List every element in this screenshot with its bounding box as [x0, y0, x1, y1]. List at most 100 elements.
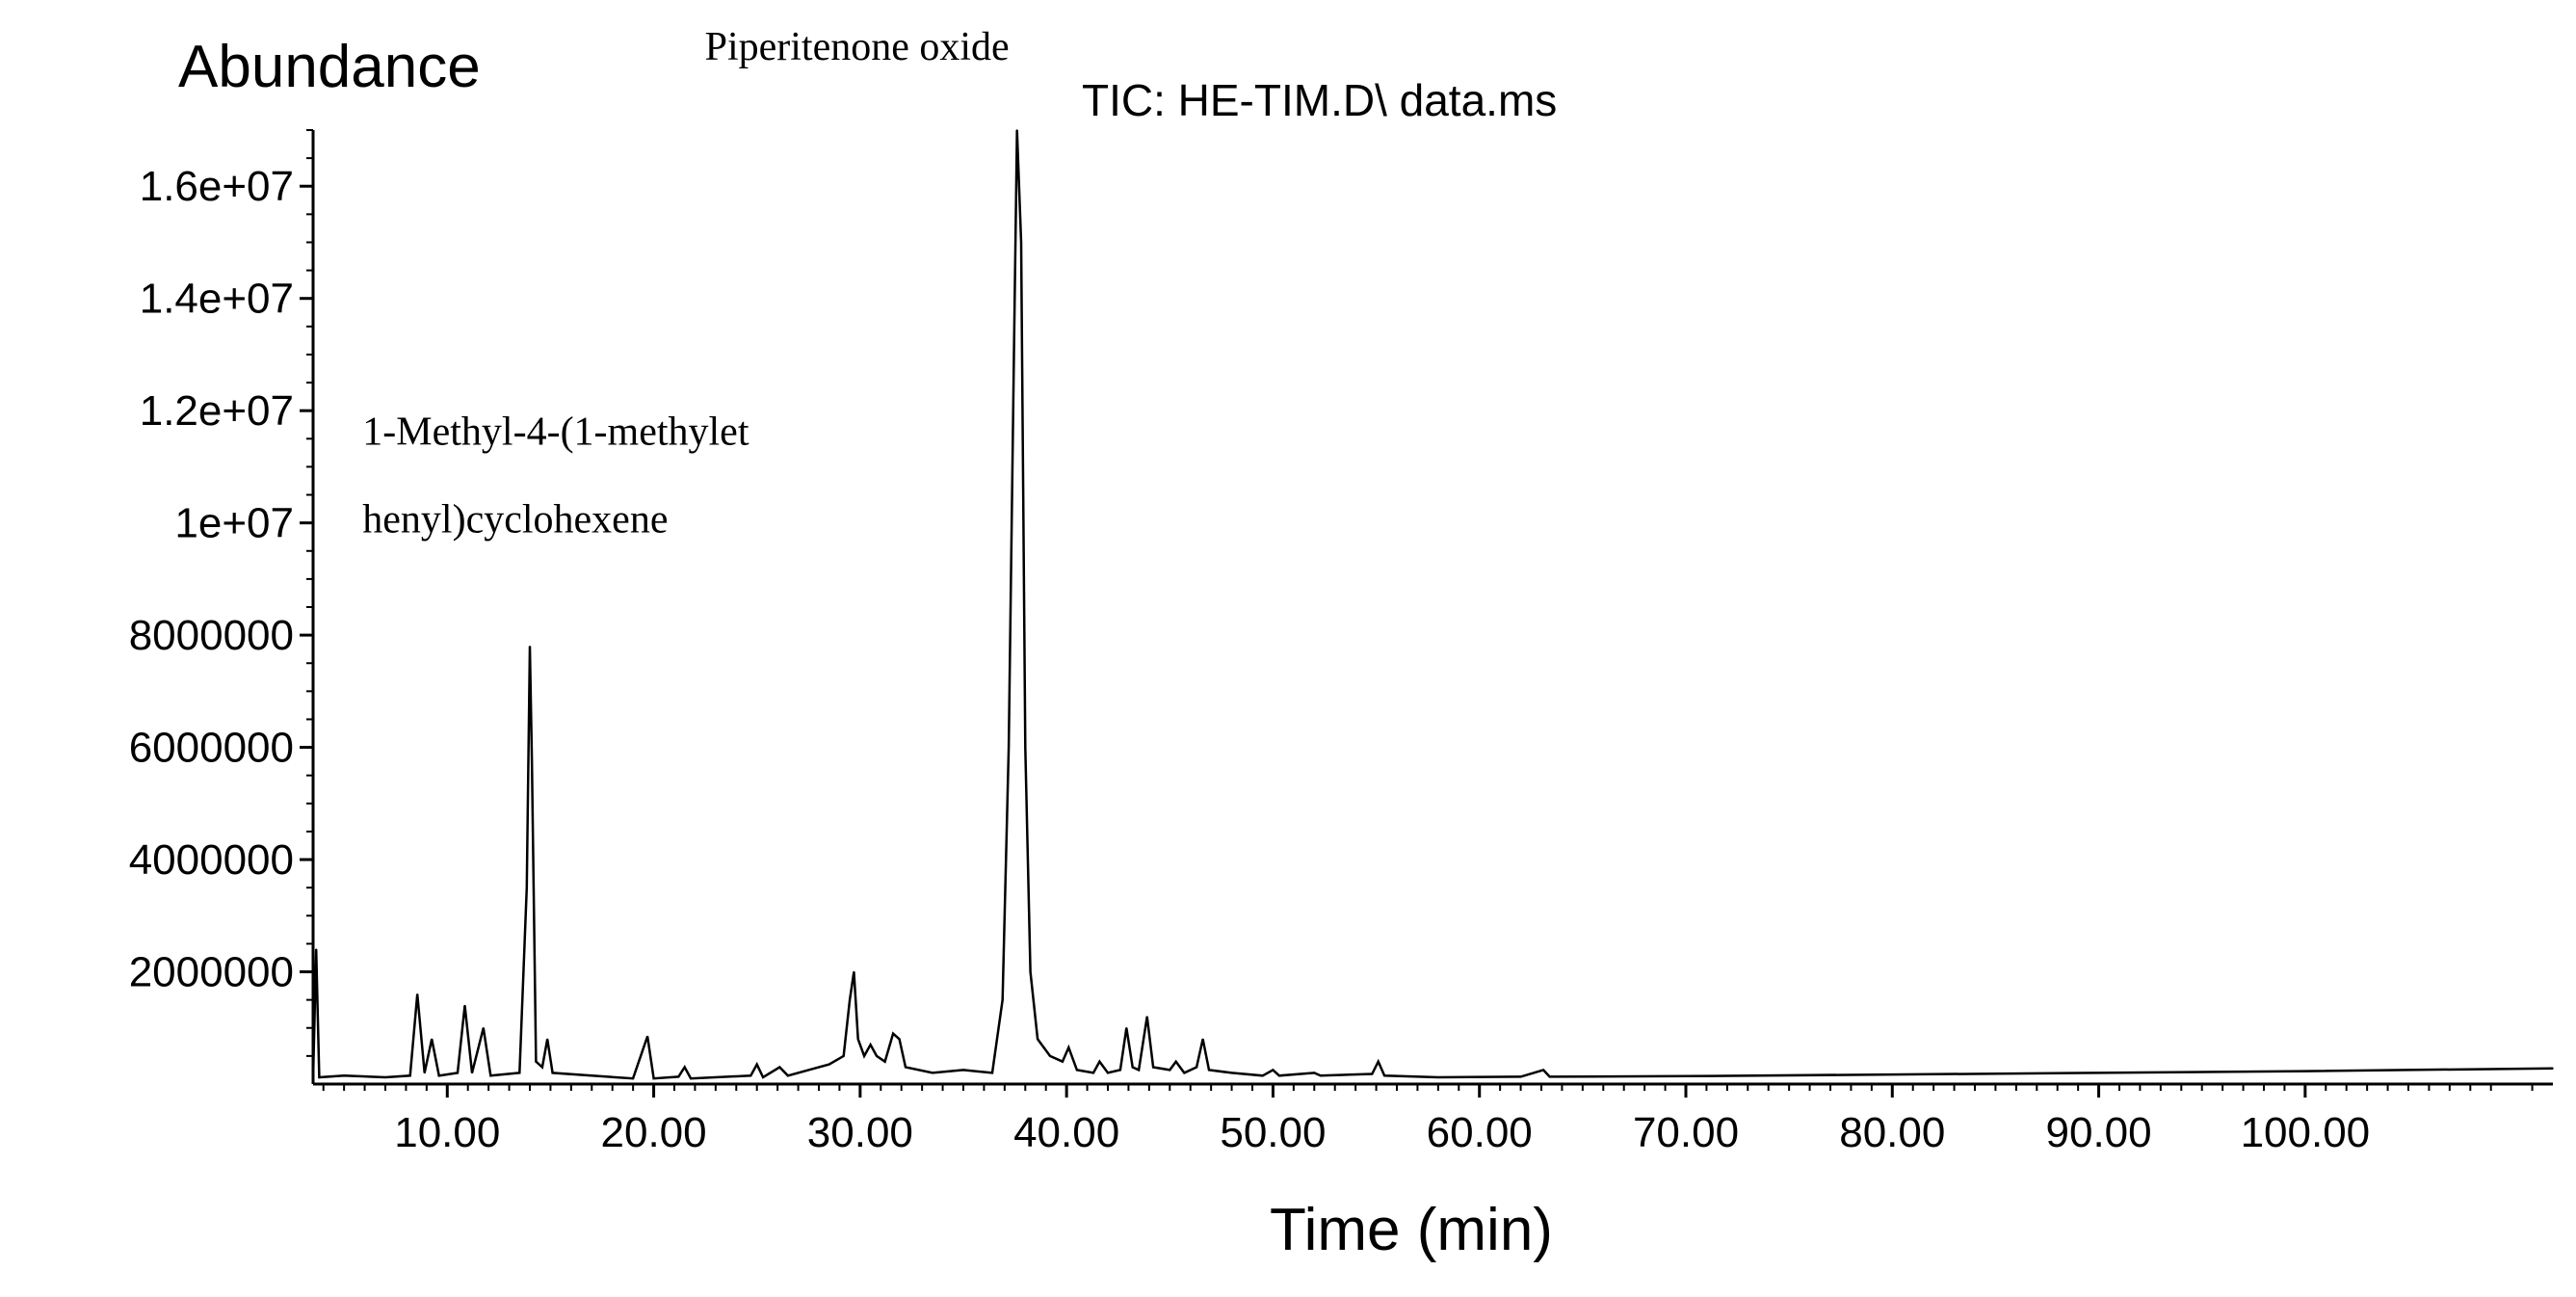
data-point: [853, 970, 855, 973]
x-tick-label: 60.00: [1427, 1109, 1533, 1156]
data-point: [2097, 1072, 2100, 1074]
data-point: [856, 1038, 859, 1041]
data-point: [1020, 241, 1022, 244]
data-point: [1319, 1074, 1322, 1077]
data-point: [1542, 1069, 1544, 1072]
data-point: [828, 1063, 830, 1066]
data-point: [489, 1074, 492, 1077]
data-point: [1107, 1072, 1109, 1074]
data-point: [646, 1035, 648, 1038]
data-point: [683, 1066, 686, 1069]
x-axis-ticks: 10.00 20.00 30.00 40.00 50.00 60.00 70.00 80.00…: [322, 1084, 2534, 1156]
data-point: [591, 1074, 593, 1077]
data-point: [1196, 1066, 1197, 1069]
data-point: [1001, 998, 1004, 1001]
data-point: [1076, 1069, 1078, 1072]
data-point: [1230, 1072, 1233, 1074]
y-axis-ticks: 2000000 4000000 6000000 8000000 1e+07 1.2e+07…: [129, 129, 313, 1057]
x-tick-label: 90.00: [2046, 1109, 2152, 1156]
annotation-compound-line1: 1-Methyl-4-(1-methylet: [362, 410, 749, 454]
y-tick-label: 2000000: [129, 949, 294, 996]
data-point: [863, 1055, 865, 1057]
data-point: [1437, 1076, 1439, 1078]
series-layer: [311, 129, 2554, 1080]
y-axis-label: Abundance: [178, 34, 481, 100]
data-point: [690, 1077, 692, 1079]
data-point: [876, 1055, 878, 1057]
data-point: [1548, 1075, 1551, 1078]
data-point: [529, 646, 531, 648]
data-point: [632, 1077, 634, 1079]
y-tick-label: 6000000: [129, 725, 294, 772]
data-point: [1092, 1072, 1094, 1074]
data-point: [535, 1060, 538, 1063]
data-point: [1261, 1074, 1264, 1077]
y-tick-label: 4000000: [129, 836, 294, 884]
data-point: [1029, 970, 1032, 973]
data-point: [312, 1077, 314, 1079]
y-tick-label: 1.4e+07: [140, 276, 294, 323]
data-point: [749, 1074, 752, 1077]
data-point: [1371, 1072, 1374, 1075]
data-point: [1008, 746, 1010, 749]
data-point: [1377, 1060, 1380, 1063]
data-point: [787, 1074, 789, 1077]
data-point: [2304, 1070, 2306, 1072]
data-point: [423, 1072, 426, 1074]
data-point: [518, 1072, 521, 1074]
data-point: [755, 1063, 758, 1066]
data-point: [892, 1032, 894, 1035]
data-point: [1685, 1075, 1687, 1077]
data-point: [1208, 1069, 1210, 1072]
data-point: [2552, 1067, 2554, 1070]
data-point: [1519, 1075, 1522, 1078]
x-tick-label: 30.00: [807, 1109, 913, 1156]
y-tick-label: 1e+07: [174, 500, 294, 547]
data-point: [531, 757, 533, 759]
data-point: [807, 1069, 810, 1072]
data-point: [1278, 1074, 1280, 1077]
data-point: [1383, 1074, 1385, 1077]
data-point: [849, 998, 851, 1001]
data-point: [842, 1055, 845, 1057]
x-tick-label: 100.00: [2241, 1109, 2371, 1156]
data-point: [778, 1066, 781, 1069]
data-point: [541, 1066, 543, 1069]
data-point: [1152, 1066, 1154, 1069]
data-point: [546, 1038, 548, 1041]
data-point: [408, 1074, 411, 1077]
data-point: [1119, 1069, 1121, 1072]
x-tick-label: 20.00: [601, 1109, 707, 1156]
data-point: [883, 1060, 886, 1063]
data-point: [898, 1038, 901, 1041]
data-point: [457, 1072, 459, 1074]
data-point: [1125, 1027, 1128, 1029]
data-point: [1131, 1066, 1134, 1069]
annotation-layer: Piperitenone oxide 1-Methyl-4-(1-methylet…: [362, 25, 1009, 543]
data-point: [932, 1072, 933, 1074]
data-point: [1174, 1060, 1177, 1063]
data-point: [1012, 354, 1015, 356]
y-tick-label: 8000000: [129, 612, 294, 659]
annotation-compound-line2: henyl)cyclohexene: [362, 498, 668, 543]
data-point: [483, 1027, 485, 1029]
data-point: [1313, 1072, 1316, 1074]
data-point: [551, 1072, 554, 1074]
data-point: [1067, 1046, 1070, 1048]
data-point: [762, 1076, 764, 1078]
x-tick-label: 10.00: [394, 1109, 500, 1156]
data-point: [1098, 1060, 1101, 1063]
data-point: [431, 1038, 434, 1041]
data-point: [1272, 1069, 1275, 1072]
data-point: [1049, 1055, 1051, 1057]
data-point: [1062, 1060, 1064, 1063]
data-point: [437, 1074, 440, 1077]
data-point: [471, 1072, 473, 1074]
data-point: [463, 1004, 466, 1007]
x-tick-label: 40.00: [1013, 1109, 1119, 1156]
data-point: [1891, 1073, 1894, 1075]
data-point: [1201, 1038, 1204, 1041]
x-axis-label: Time (min): [1270, 1197, 1553, 1263]
data-point: [1145, 1016, 1148, 1018]
data-point: [652, 1077, 655, 1079]
